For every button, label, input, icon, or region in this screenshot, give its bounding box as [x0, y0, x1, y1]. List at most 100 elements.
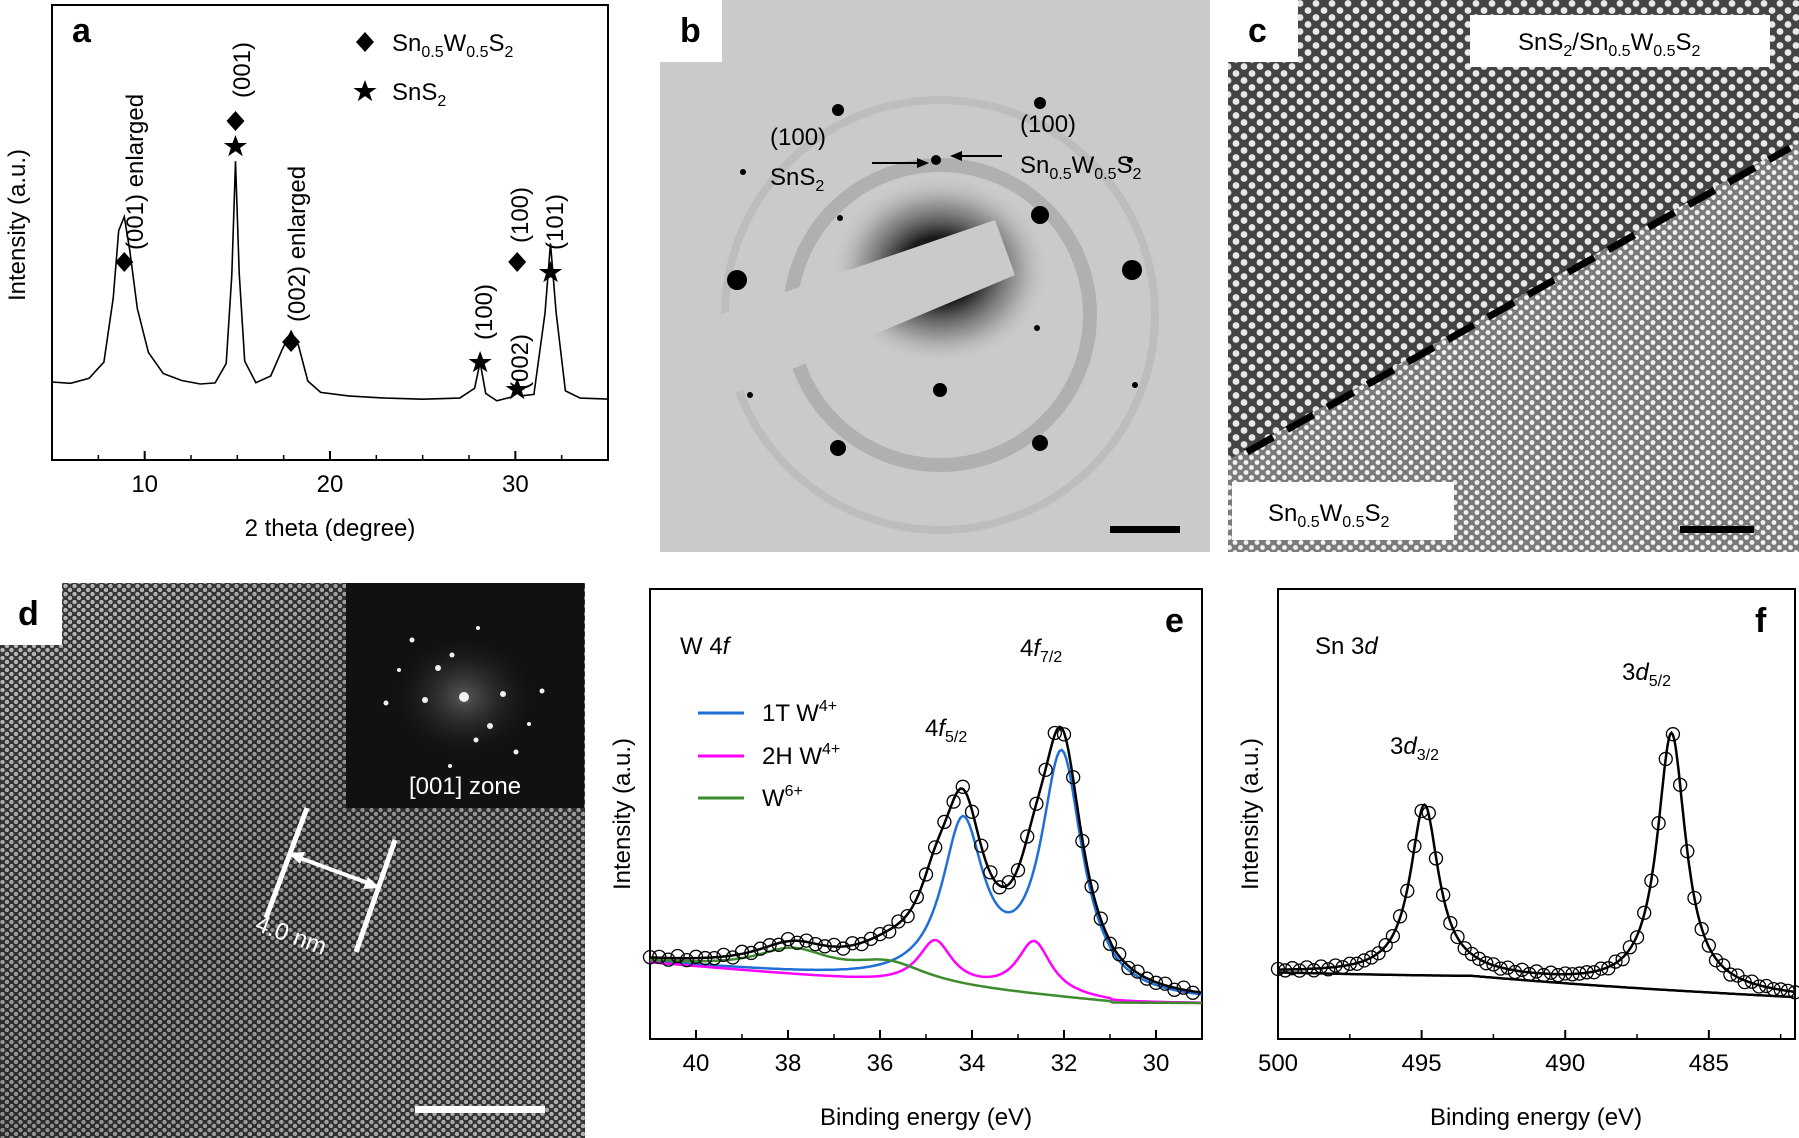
- data-point-f: [1766, 981, 1781, 997]
- data-point-e: [1102, 936, 1118, 951]
- measure-tick-left: [263, 807, 310, 919]
- panel-e-tick-label: 32: [1051, 1050, 1078, 1077]
- curve-fit-f: [1278, 730, 1794, 993]
- data-point-f: [1586, 965, 1602, 980]
- data-point-e: [642, 949, 658, 965]
- panel-c-top-box: [1470, 15, 1770, 67]
- data-point-e: [928, 840, 943, 855]
- data-point-e: [1056, 727, 1072, 742]
- panel-e-title: W 4f: [680, 633, 732, 660]
- data-point-f: [1644, 873, 1659, 888]
- data-point-e: [918, 867, 934, 882]
- data-point-f: [1565, 967, 1580, 982]
- measure-tick-right: [353, 839, 398, 953]
- data-point-e: [964, 804, 980, 819]
- data-point-f: [1328, 958, 1343, 973]
- ann-sns2-hkl: (100): [770, 124, 826, 151]
- panel-e-y-axis-label: Intensity (a.u.): [609, 738, 636, 890]
- panel-c: c SnS2/Sn0.5W0.5S2 Sn0.5W0.5S2: [1228, 0, 1799, 552]
- panel-e-tick-label: 36: [867, 1050, 894, 1077]
- legend-star-icon: [353, 80, 377, 102]
- data-point-e: [1167, 982, 1182, 997]
- peak-label-002-enlarged: (002) enlarged: [284, 166, 311, 322]
- data-point-f: [1780, 983, 1795, 999]
- peak-label-002-sns2: (002): [507, 334, 534, 390]
- legend-w6: W6+: [762, 783, 803, 812]
- diamond-marker-icon: [282, 332, 301, 352]
- data-point-e: [780, 931, 796, 947]
- panel-a-x-axis-label: 2 theta (degree): [245, 515, 416, 542]
- panel-d: d [001] zone 4.0 nm: [0, 583, 585, 1138]
- data-point-e: [688, 949, 704, 964]
- data-point-e: [1010, 863, 1026, 878]
- data-point-e: [955, 779, 970, 794]
- data-point-f: [1299, 960, 1314, 975]
- data-point-e: [845, 936, 860, 951]
- data-point-e: [974, 838, 989, 853]
- data-point-f: [1507, 964, 1523, 980]
- data-point-e: [992, 880, 1007, 895]
- panel-a-tick-label: 20: [317, 471, 344, 498]
- data-point-f: [1464, 946, 1480, 962]
- panel-d-label-box: [0, 583, 62, 645]
- data-point-f: [1514, 962, 1530, 977]
- data-point-e: [1075, 833, 1090, 849]
- star-marker-icon: [223, 135, 248, 157]
- peak-label-3d52: 3d5/2: [1622, 659, 1671, 690]
- data-point-f: [1493, 961, 1508, 976]
- panel-e-tick-label: 40: [683, 1050, 710, 1077]
- data-point-f: [1751, 979, 1767, 994]
- panel-e-data-points: [642, 725, 1200, 1000]
- data-point-f: [1543, 965, 1559, 980]
- panel-f-title: Sn 3d: [1315, 633, 1378, 660]
- panel-a-tick-label: 10: [131, 471, 158, 498]
- panel-e-tick-label: 38: [775, 1050, 802, 1077]
- data-point-e: [1185, 985, 1200, 1000]
- data-point-e: [1084, 879, 1099, 894]
- data-point-f: [1342, 956, 1357, 971]
- data-point-e: [808, 936, 823, 952]
- measure-arrow-left: [288, 852, 305, 864]
- data-point-e: [863, 931, 878, 947]
- ann-ssw-hkl: (100): [1020, 111, 1076, 138]
- peak-label-3d32: 3d3/2: [1390, 733, 1439, 764]
- data-point-f: [1737, 974, 1752, 990]
- data-point-f: [1708, 953, 1724, 968]
- data-point-f: [1313, 959, 1329, 974]
- panel-f-x-axis-label: Binding energy (eV): [1430, 1104, 1642, 1131]
- data-point-f: [1665, 727, 1681, 742]
- panel-f: f Sn 3d 3d3/2 3d5/2 500 495 490 485 Binding…: [1237, 588, 1799, 1131]
- data-point-e: [826, 937, 842, 953]
- data-point-e: [716, 947, 731, 963]
- data-point-f: [1400, 883, 1415, 898]
- panel-f-tick-label: 485: [1689, 1050, 1729, 1077]
- star-marker-icon: [538, 261, 563, 283]
- data-point-f: [1744, 974, 1760, 989]
- data-point-e: [652, 949, 667, 965]
- legend-sn05w05s2: Sn0.5W0.5S2: [392, 30, 514, 61]
- beam-stopper: [660, 220, 1015, 425]
- data-point-f: [1550, 967, 1566, 983]
- curve-2hw4: [649, 938, 1202, 1004]
- panel-c-label-box: [1228, 0, 1298, 62]
- data-point-f: [1471, 951, 1487, 966]
- data-point-f: [1450, 929, 1465, 945]
- data-point-e: [1047, 725, 1062, 741]
- data-point-f: [1680, 844, 1695, 859]
- peak-label-4f52: 4f5/2: [925, 715, 967, 746]
- panel-b: b (100) SnS2 (100) Sn0.5W0.5S2: [660, 0, 1210, 552]
- data-point-f: [1443, 915, 1458, 931]
- data-point-f: [1608, 954, 1623, 969]
- data-point-e: [983, 865, 998, 880]
- peak-label-001-enlarged: (001) enlarged: [122, 94, 149, 250]
- data-point-f: [1385, 928, 1401, 944]
- data-point-e: [937, 814, 952, 830]
- peak-label-4f72: 4f7/2: [1020, 635, 1062, 666]
- peak-label-101: (101): [542, 194, 569, 250]
- panel-e-label: e: [1165, 602, 1184, 640]
- data-point-f: [1579, 965, 1594, 980]
- data-point-e: [698, 950, 713, 966]
- data-point-e: [817, 939, 832, 954]
- data-point-f: [1414, 803, 1429, 819]
